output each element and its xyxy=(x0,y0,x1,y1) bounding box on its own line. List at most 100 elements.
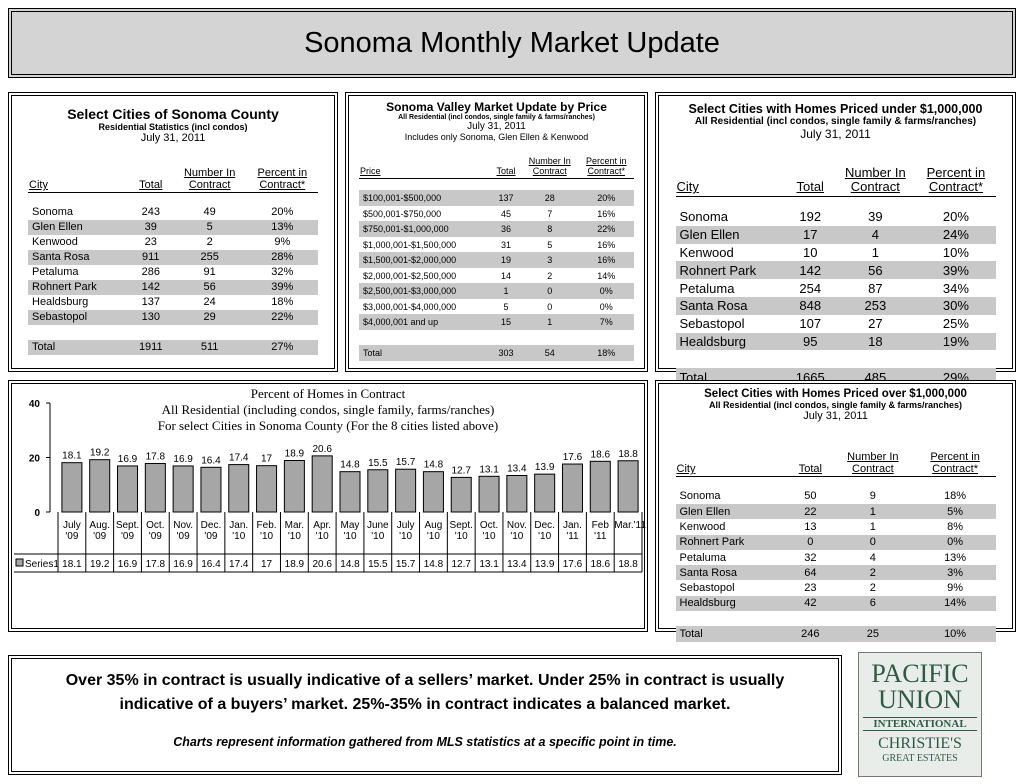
table-cell: Petaluma xyxy=(32,266,79,279)
table-cell: Rohnert Park xyxy=(28,279,129,295)
data-label: 14.8 xyxy=(424,460,444,471)
table-cell: $500,001-$750,000 xyxy=(363,208,442,219)
table-value: 19.2 xyxy=(90,559,110,570)
table-row: Kenwood 23 2 9% xyxy=(28,235,318,250)
spacer-row xyxy=(676,196,996,208)
table-cell: $2,500,001-$3,000,000 xyxy=(359,283,491,299)
table-cell: Petaluma xyxy=(679,551,726,564)
table-row: Glen Ellen 39 5 13% xyxy=(28,219,318,235)
table-cell: Sebastopol xyxy=(679,316,745,332)
table-cell: Kenwood xyxy=(679,520,726,533)
table-cell: 0 xyxy=(547,301,553,312)
logo-text: GREAT ESTATES xyxy=(882,753,958,764)
bar xyxy=(534,473,556,513)
table-cell: 3% xyxy=(914,565,996,581)
table-cell: 1 xyxy=(831,503,915,520)
table-cell: 16% xyxy=(597,208,616,219)
table-subtitle: Residential Statistics (incl condos) xyxy=(98,122,248,132)
column-header: Total xyxy=(139,179,163,192)
table-cell: 9% xyxy=(274,236,291,249)
data-label: 13.1 xyxy=(479,464,499,475)
column-header: Total xyxy=(496,165,516,176)
bar xyxy=(117,465,139,513)
table-row: Glen Ellen 22 1 5% xyxy=(675,503,996,520)
bar xyxy=(617,460,639,513)
table-cell: 16% xyxy=(597,239,616,250)
table-cell: 22% xyxy=(246,309,318,325)
x-tick-label: Dec. '10 xyxy=(534,520,555,542)
x-tick-label: Oct. '10 xyxy=(479,520,499,542)
table-cell: Healdsburg xyxy=(675,332,787,351)
column-header: Number In Contract xyxy=(528,156,571,176)
header: Sonoma Monthly Market Update xyxy=(8,8,1016,78)
table-cell: 91 xyxy=(203,266,216,279)
total-cell: 27% xyxy=(246,339,318,355)
table-body: Sonoma 243 49 20% Glen Ellen 39 5 13% Kenwood 23 2… xyxy=(28,193,318,325)
table-cell: 22 xyxy=(789,503,831,520)
total-cell: 18% xyxy=(578,345,634,361)
table-value: 16.4 xyxy=(201,559,221,570)
table-subtitle: July 31, 2011 xyxy=(800,127,871,141)
chart-subtitle: For select Cities in Sonoma County (For … xyxy=(157,418,499,433)
table-cell: $1,500,001-$2,000,000 xyxy=(359,252,491,268)
table-cell: Sonoma xyxy=(679,490,721,503)
note-text: Over 35% in contract is usually indicati… xyxy=(65,672,785,713)
table-cell: Rohnert Park xyxy=(675,261,787,280)
bar xyxy=(256,465,278,513)
table-row: $1,000,001-$1,500,000 31 5 16% xyxy=(359,237,634,253)
data-table: City Total Number In Contract Percent in Co… xyxy=(28,166,318,355)
table-row: Rohnert Park 0 0 0% xyxy=(675,534,996,550)
table-cell: 34% xyxy=(942,280,969,296)
x-tick-label: Sept. '09 xyxy=(115,520,140,542)
x-tick-label: Apr. '10 xyxy=(313,520,332,542)
table-value: 13.9 xyxy=(535,559,555,570)
table-cell: Glen Ellen xyxy=(28,219,129,235)
table-value: 17.4 xyxy=(229,559,249,570)
total-cell: Total xyxy=(28,339,129,355)
table-cell: 0 xyxy=(831,534,915,550)
table-cell: 9 xyxy=(869,490,876,503)
table-cell: 7 xyxy=(547,208,553,219)
bar xyxy=(144,462,166,513)
page-title: Sonoma Monthly Market Update xyxy=(304,26,720,59)
spacer-row xyxy=(359,330,634,346)
table-cell: Glen Ellen xyxy=(675,503,790,520)
x-tick-label: May '10 xyxy=(340,520,360,542)
table-cell: 23 xyxy=(144,236,157,249)
total-row: Total 246 25 10% xyxy=(675,626,996,642)
table-panel: Select Cities with Homes Priced over $1,… xyxy=(655,380,1016,642)
data-table: City Total Number In Contract Percent in Co… xyxy=(675,450,996,642)
table-cell: 130 xyxy=(128,309,173,325)
table-cell: Glen Ellen xyxy=(675,225,787,244)
spacer-row xyxy=(676,611,996,626)
table-cell: 24 xyxy=(203,296,216,309)
table-row: Petaluma 32 4 13% xyxy=(676,550,996,565)
table-cell: 0 xyxy=(520,283,579,299)
x-tick-label: July '10 xyxy=(396,520,415,542)
table-value: 13.1 xyxy=(479,559,499,570)
x-tick-label: Dec. '09 xyxy=(200,520,222,542)
total-row: Total 1911 511 27% xyxy=(28,339,318,355)
chart-subtitle: All Residential (including condos, singl… xyxy=(161,402,495,417)
table-cell: 137 xyxy=(490,190,521,206)
logo-text: CHRISTIE'S xyxy=(878,735,962,752)
table-cell: 911 xyxy=(128,249,173,265)
table-cell: 9% xyxy=(947,582,964,595)
table-row: Santa Rosa 848 253 30% xyxy=(675,297,996,315)
table-value: 20.6 xyxy=(312,559,332,570)
bar xyxy=(561,463,583,513)
logo-text: UNION xyxy=(878,685,962,714)
table-value: 13.4 xyxy=(507,559,527,570)
data-label: 17 xyxy=(261,454,273,465)
bar xyxy=(89,459,111,513)
table-cell: 39 xyxy=(128,219,173,235)
table-cell: 45 xyxy=(500,208,511,219)
table-cell: Santa Rosa xyxy=(675,297,787,315)
table-cell: 27 xyxy=(868,316,883,332)
table-cell: Sebastopol xyxy=(679,582,735,595)
table-cell: 64 xyxy=(789,565,831,581)
table-title: Select Cities with Homes Priced over $1,… xyxy=(704,388,967,400)
table-row: Sonoma 192 39 20% xyxy=(676,208,996,226)
table-row: Petaluma 286 91 32% xyxy=(28,265,318,280)
